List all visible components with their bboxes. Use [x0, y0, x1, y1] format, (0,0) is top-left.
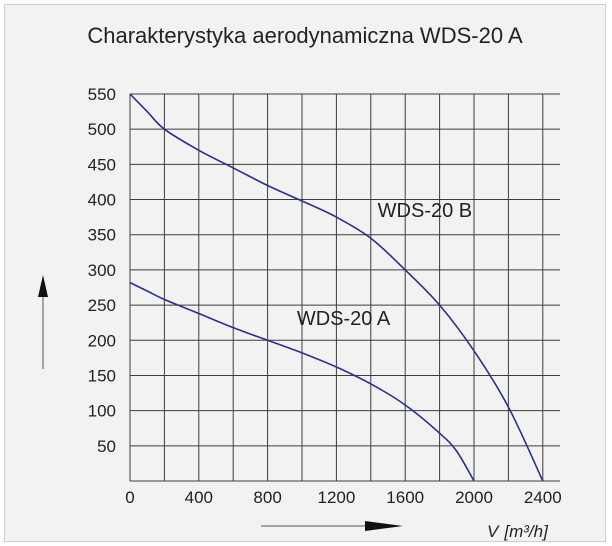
x-axis-label: V [m³/h]: [487, 522, 549, 541]
series-line-wds-20-a: [129, 281, 475, 482]
y-tick-label: 450: [88, 155, 116, 174]
chart-title: Charakterystyka aerodynamiczna WDS-20 A: [87, 23, 523, 48]
y-tick-label: 200: [88, 331, 116, 350]
x-tick-label: 2000: [455, 488, 493, 507]
y-tick-label: 300: [88, 261, 116, 280]
x-tick-label: 2400: [524, 488, 562, 507]
chart-labels: 50 100 150 200 250 300 350 400 450 500 550 0 400 800 1…: [88, 85, 562, 507]
y-axis-arrow-icon: [38, 275, 48, 369]
y-tick-label: 550: [88, 85, 116, 104]
chart-grid: [129, 93, 560, 482]
y-tick-label: 500: [88, 120, 116, 139]
y-tick-label: 150: [88, 366, 116, 385]
x-tick-label: 1200: [317, 488, 355, 507]
y-tick-label: 50: [97, 437, 116, 456]
x-tick-label: 800: [253, 488, 281, 507]
y-tick-label: 400: [88, 191, 116, 210]
series-label-wds-20-b: WDS-20 B: [378, 200, 472, 222]
y-tick-label: 100: [88, 402, 116, 421]
x-tick-label: 400: [185, 488, 213, 507]
x-tick-label: 1600: [386, 488, 424, 507]
chart-curves: [129, 93, 544, 482]
series-line-wds-20-b: [129, 93, 544, 482]
x-tick-label: 0: [125, 488, 134, 507]
y-tick-label: 350: [88, 226, 116, 245]
series-label-wds-20-a: WDS-20 A: [297, 308, 391, 330]
x-axis-arrow-icon: [261, 521, 403, 531]
chart-frame: Charakterystyka aerodynamiczna WDS-20 A …: [4, 4, 606, 542]
aerodynamic-chart: Charakterystyka aerodynamiczna WDS-20 A …: [38, 23, 562, 541]
y-tick-label: 250: [88, 296, 116, 315]
